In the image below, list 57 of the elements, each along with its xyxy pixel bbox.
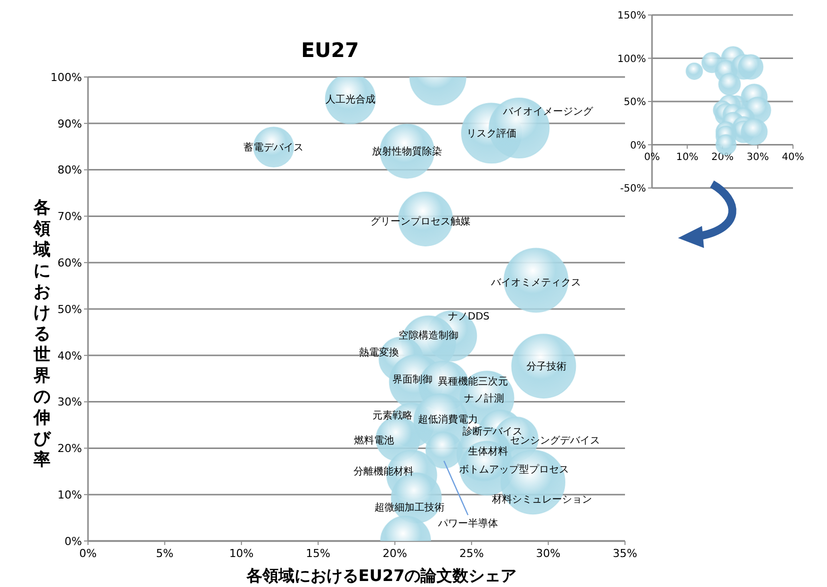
y-tick-label: 40% [58, 349, 82, 362]
y-tick-label: 50% [58, 302, 82, 316]
x-axis-title: 各領域におけるEU27の論文数シェア [245, 566, 517, 585]
series-label: ボトムアップ型プロセス [458, 464, 569, 476]
x-tick-label: 25% [459, 547, 484, 560]
y-tick-label: 30% [58, 396, 82, 409]
x-tick-label: 5% [156, 547, 174, 560]
series-label: グリーンプロセス触媒 [370, 215, 471, 228]
x-tick-label: 30% [746, 152, 769, 163]
y-tick-label: 0% [630, 140, 646, 152]
series-label: バイオミメティクス [490, 278, 582, 289]
series-label: 超低消費電力 [418, 413, 478, 426]
series-label: 異種機能三次元 [438, 376, 508, 388]
series-label: 燃料電池 [354, 434, 394, 446]
series-label: 界面制御 [392, 373, 432, 386]
series-label: 生体材料 [468, 445, 508, 458]
x-tick-label: 10% [229, 547, 254, 560]
y-tick-label: 20% [58, 442, 82, 456]
series-label: ナノ計測 [464, 392, 504, 405]
series-label: リスク評価 [466, 128, 517, 140]
series-label: 蓄電デバイス [244, 142, 304, 154]
y-tick-label: 100% [617, 54, 646, 65]
series-label: 材料シミュレーション [490, 494, 592, 506]
x-tick-label: 35% [612, 547, 638, 560]
series-label: 分子技術 [526, 360, 567, 373]
x-tick-label: 40% [782, 152, 804, 163]
x-tick-label: 30% [536, 547, 561, 560]
series-label: 分離機能材料 [354, 466, 414, 478]
series-label: センシングデバイス [510, 435, 600, 446]
series-label: 放射性物質除染 [372, 146, 442, 158]
x-tick-label: 15% [306, 547, 330, 560]
chart-title: EU27 [301, 38, 359, 62]
x-tick-label: 0% [79, 547, 97, 560]
series-label: 元素戦略 [372, 410, 413, 422]
y-tick-label: 150% [617, 10, 646, 22]
series-label: 空隙構造制御 [398, 329, 459, 342]
y-tick-label: 10% [58, 488, 82, 502]
y-tick-label: 0% [64, 534, 82, 548]
y-tick-label: 70% [58, 210, 82, 224]
y-tick-label: -50% [620, 184, 646, 194]
x-tick-label: 0% [644, 152, 660, 163]
x-tick-label: 20% [711, 152, 734, 163]
y-tick-label: 50% [624, 97, 646, 108]
text: パワー半導体 [436, 518, 498, 530]
x-tick-label: 20% [382, 547, 408, 560]
series-label: ナノDDS [448, 311, 490, 322]
x-tick-label: 10% [676, 152, 698, 163]
text: 各領域における世界の伸び率 [34, 198, 50, 470]
y-tick-label: 100% [50, 70, 82, 84]
y-tick-label: 90% [58, 117, 82, 130]
series-label: 診断デバイス [462, 425, 523, 438]
series-label: 超微細加工技術 [374, 501, 444, 514]
series-label: 熱電変換 [358, 346, 399, 359]
series-label: 人工光合成 [325, 93, 376, 106]
series-label: バイオイメージング [502, 106, 594, 118]
y-tick-label: 80% [58, 164, 82, 177]
y-tick-label: 60% [58, 256, 82, 270]
